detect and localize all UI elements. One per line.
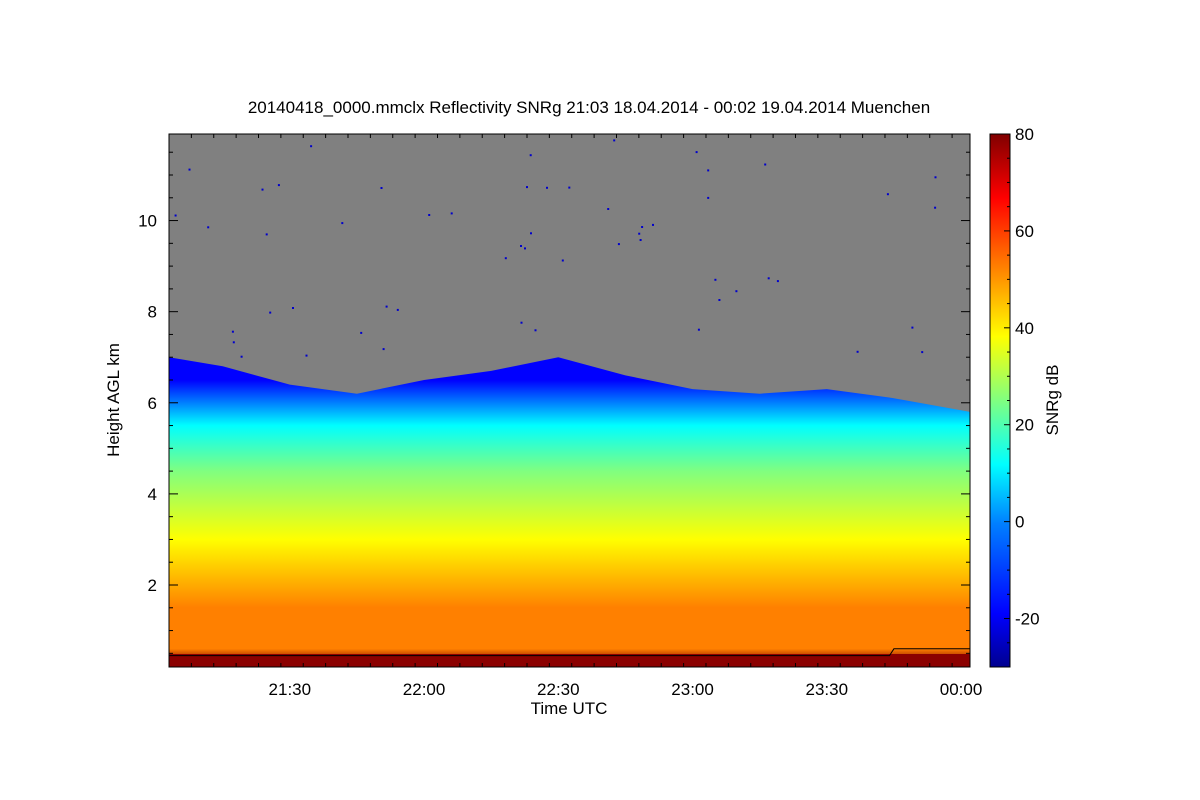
noise-speckle — [613, 139, 616, 142]
noise-speckle — [261, 188, 264, 191]
noise-speckle — [305, 354, 308, 357]
noise-speckle — [911, 326, 914, 329]
chart-title: 20140418_0000.mmclx Reflectivity SNRg 21… — [248, 98, 930, 117]
noise-speckle — [240, 355, 243, 358]
noise-speckle — [856, 350, 859, 353]
noise-speckle — [310, 145, 313, 148]
noise-speckle — [188, 168, 191, 171]
noise-speckle — [396, 308, 399, 311]
x-axis-label: Time UTC — [531, 699, 608, 718]
surface-layer — [169, 654, 970, 667]
x-tick-label: 23:30 — [806, 680, 849, 699]
noise-speckle — [652, 223, 654, 226]
y-tick-label: 4 — [148, 485, 157, 504]
noise-speckles — [174, 139, 937, 358]
noise-speckle — [561, 259, 564, 262]
noise-speckle — [607, 208, 610, 210]
noise-speckle — [232, 341, 235, 344]
noise-speckle — [526, 186, 528, 189]
colorbar-tick-label: 40 — [1015, 319, 1034, 338]
y-tick-label: 2 — [148, 576, 157, 595]
noise-speckle — [697, 328, 700, 331]
colorbar-tick-label: 20 — [1015, 416, 1034, 435]
y-axis: 2 4 6 8 10 — [138, 151, 970, 654]
colorbar-tick-label: -20 — [1015, 610, 1040, 629]
noise-speckle — [231, 330, 234, 333]
noise-speckle — [174, 214, 177, 217]
y-axis-label: Height AGL km — [104, 343, 123, 457]
x-tick-label: 21:30 — [269, 680, 312, 699]
noise-speckle — [641, 226, 644, 228]
noise-speckle — [921, 351, 924, 354]
noise-speckle — [530, 232, 532, 235]
noise-speckle — [382, 348, 385, 351]
noise-speckle — [524, 247, 526, 250]
noise-speckle — [934, 176, 937, 179]
noise-speckle — [380, 187, 383, 189]
noise-speckle — [714, 278, 717, 281]
noise-speckle — [707, 196, 710, 199]
noise-speckle — [504, 257, 507, 260]
x-tick-label: 00:00 — [940, 680, 983, 699]
noise-speckle — [341, 222, 344, 225]
noise-speckle — [568, 186, 571, 189]
y-tick-label: 10 — [138, 212, 157, 231]
colorbar-label: SNRg dB — [1043, 365, 1062, 436]
noise-speckle — [546, 186, 548, 189]
y-tick-label: 8 — [148, 303, 157, 322]
surface-line — [169, 648, 970, 657]
noise-speckle — [695, 151, 698, 154]
colorbar-axis: -20 0 20 40 60 80 — [1004, 125, 1040, 668]
colorbar-tick-label: 60 — [1015, 222, 1034, 241]
noise-speckle — [520, 245, 522, 247]
reflectivity-field — [169, 357, 970, 667]
noise-speckle — [767, 277, 770, 280]
noise-speckle — [207, 226, 210, 229]
noise-speckle — [534, 329, 537, 332]
x-axis: 21:30 22:00 22:30 23:00 23:30 00:00 — [190, 134, 983, 699]
plot-area — [169, 134, 970, 667]
noise-speckle — [277, 184, 280, 187]
x-tick-label: 22:30 — [537, 680, 580, 699]
noise-speckle — [292, 307, 294, 309]
plot-frame — [168, 133, 971, 668]
noise-speckle — [428, 214, 431, 216]
noise-speckle — [385, 305, 388, 308]
y-tick-label: 6 — [148, 394, 157, 413]
noise-speckle — [617, 243, 620, 246]
noise-speckle — [886, 193, 889, 196]
noise-speckle — [269, 311, 272, 314]
noise-speckle — [265, 233, 268, 236]
noise-speckle — [934, 206, 937, 209]
noise-speckle — [764, 163, 767, 166]
noise-speckle — [735, 290, 738, 293]
noise-speckle — [360, 331, 363, 334]
noise-speckle — [520, 321, 523, 324]
noise-speckle — [639, 239, 642, 241]
noise-speckle — [707, 169, 710, 172]
noise-speckle — [776, 280, 779, 283]
noise-speckle — [529, 154, 532, 157]
noise-speckle — [718, 299, 721, 301]
noise-speckle — [638, 232, 641, 235]
x-tick-label: 23:00 — [671, 680, 714, 699]
colorbar-tick-label: 0 — [1015, 513, 1024, 532]
noise-speckle — [450, 212, 453, 215]
colorbar-tick-label: 80 — [1015, 125, 1034, 144]
x-tick-label: 22:00 — [403, 680, 446, 699]
